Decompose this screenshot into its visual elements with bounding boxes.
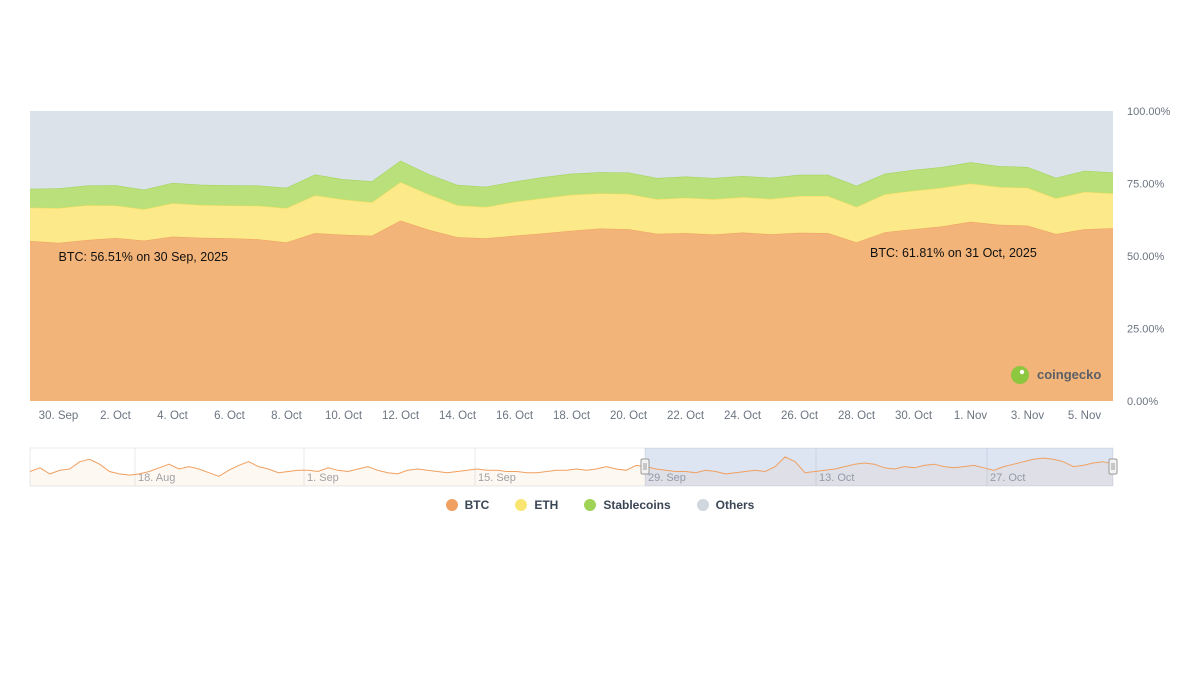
watermark-text: coingecko [1037, 367, 1101, 382]
x-tick-label: 5. Nov [1068, 410, 1101, 422]
x-tick-label: 26. Oct [781, 410, 819, 422]
x-tick-label: 14. Oct [439, 410, 477, 422]
legend-dot-eth-icon [515, 499, 528, 511]
area-btc [30, 220, 1113, 401]
annotation-label: BTC: 61.81% on 31 Oct, 2025 [870, 246, 1037, 260]
x-tick-label: 1. Nov [954, 410, 987, 422]
legend-item-others[interactable]: Others [696, 498, 755, 512]
navigator-selection [645, 448, 1113, 486]
navigator-frame [29, 447, 1114, 487]
x-tick-label: 30. Sep [39, 410, 79, 422]
legend-label-btc: BTC [464, 498, 490, 512]
legend-label-others: Others [715, 498, 755, 512]
navigator-tick-label: 1. Sep [307, 472, 339, 484]
legend-item-eth[interactable]: ETH [515, 498, 558, 512]
x-tick-label: 12. Oct [382, 410, 420, 422]
x-tick-label: 28. Oct [838, 410, 876, 422]
x-tick-label: 20. Oct [610, 410, 648, 422]
y-tick-label: 75.00% [1127, 179, 1165, 191]
y-tick-label: 100.00% [1127, 106, 1171, 118]
legend-dot-others-icon [696, 499, 709, 511]
x-tick-label: 2. Oct [100, 410, 131, 422]
x-tick-label: 3. Nov [1011, 410, 1044, 422]
navigator-tick-label: 18. Aug [138, 472, 175, 484]
x-tick-label: 10. Oct [325, 410, 363, 422]
x-tick-label: 4. Oct [157, 410, 188, 422]
legend-item-btc[interactable]: BTC [445, 498, 490, 512]
navigator-line [29, 456, 1114, 477]
x-tick-label: 24. Oct [724, 410, 762, 422]
navigator-tick-label: 13. Oct [819, 472, 854, 484]
area-eth [30, 182, 1113, 243]
y-tick-label: 25.00% [1127, 324, 1165, 336]
legend-dot-stablecoins-icon [584, 499, 597, 511]
navigator-tick-label: 27. Oct [990, 472, 1025, 484]
x-tick-label: 30. Oct [895, 410, 933, 422]
annotation-label: BTC: 56.51% on 30 Sep, 2025 [59, 250, 229, 264]
coingecko-logo-icon [1011, 366, 1029, 384]
legend: BTC ETH Stablecoins Others [0, 498, 1200, 512]
x-tick-label: 22. Oct [667, 410, 705, 422]
x-tick-label: 18. Oct [553, 410, 591, 422]
y-tick-label: 50.00% [1127, 251, 1165, 263]
navigator-tick-label: 29. Sep [648, 472, 686, 484]
legend-item-stablecoins[interactable]: Stablecoins [584, 498, 671, 512]
area-stablecoins [30, 160, 1113, 210]
legend-label-eth: ETH [534, 498, 559, 512]
navigator-left-handle[interactable] [640, 458, 650, 475]
area-others [30, 111, 1113, 190]
y-tick-label: 0.00% [1127, 396, 1158, 408]
navigator-area [30, 456, 1113, 486]
x-tick-label: 8. Oct [271, 410, 302, 422]
navigator-right-handle[interactable] [1108, 458, 1118, 475]
legend-dot-btc-icon [445, 499, 458, 511]
navigator-tick-label: 15. Sep [478, 472, 516, 484]
x-tick-label: 6. Oct [214, 410, 245, 422]
legend-label-stablecoins: Stablecoins [603, 498, 671, 512]
x-tick-label: 16. Oct [496, 410, 534, 422]
